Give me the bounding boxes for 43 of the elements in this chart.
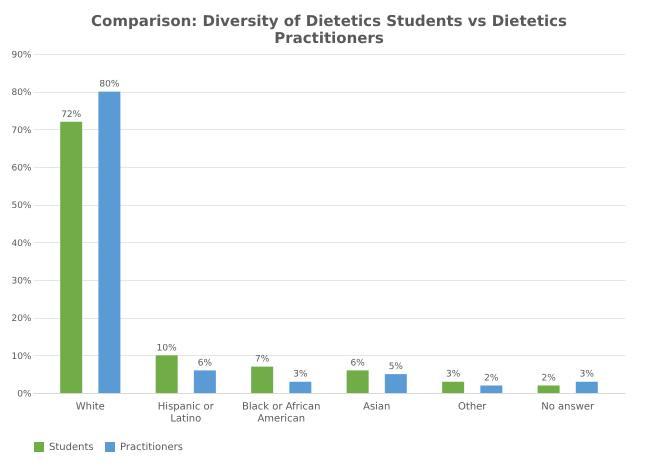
y-tick-label: 10% bbox=[11, 352, 32, 362]
bar bbox=[480, 385, 502, 393]
legend-label: Practitioners bbox=[120, 442, 183, 453]
bar bbox=[576, 382, 598, 393]
data-label: 80% bbox=[99, 80, 120, 90]
bar bbox=[98, 92, 120, 393]
bar bbox=[251, 366, 274, 393]
x-tick-label: Black or African American bbox=[242, 402, 321, 424]
data-label: 6% bbox=[350, 358, 366, 368]
bar bbox=[60, 122, 82, 393]
bar bbox=[289, 382, 312, 393]
data-label: 7% bbox=[255, 354, 270, 365]
y-tick-label: 60% bbox=[11, 164, 32, 174]
y-tick-label: 40% bbox=[11, 238, 32, 249]
x-tick-label: Other bbox=[458, 402, 488, 412]
y-tick-label: 80% bbox=[11, 88, 32, 98]
bar bbox=[384, 374, 407, 393]
data-label: 10% bbox=[156, 343, 178, 354]
data-label: 3% bbox=[580, 370, 594, 380]
y-tick-label: 0% bbox=[17, 390, 32, 400]
bar bbox=[538, 385, 560, 393]
data-label: 2% bbox=[484, 373, 499, 384]
data-label: 72% bbox=[61, 110, 82, 120]
y-tick-label: 30% bbox=[11, 276, 32, 286]
y-tick-label: 70% bbox=[11, 126, 32, 136]
data-label: 6% bbox=[198, 358, 212, 368]
y-tick-label: 50% bbox=[11, 201, 32, 212]
y-tick-label: 90% bbox=[11, 50, 32, 60]
data-label: 2% bbox=[541, 373, 556, 384]
x-tick-label: No answer bbox=[541, 402, 596, 412]
data-label: 3% bbox=[446, 370, 461, 380]
bar bbox=[346, 370, 369, 393]
data-label: 3% bbox=[293, 370, 308, 380]
data-label: 5% bbox=[388, 362, 404, 372]
chart-title: Comparison: Diversity of Dietetics Students vs Dietetics Practitioners bbox=[91, 12, 568, 47]
bar bbox=[156, 355, 178, 393]
legend-label: Students bbox=[49, 442, 94, 453]
x-tick-label: Asian bbox=[363, 402, 390, 412]
y-tick-label: 20% bbox=[11, 314, 32, 324]
x-tick-label: Hispanic or Latino bbox=[158, 402, 215, 424]
bar bbox=[194, 370, 216, 393]
x-tick-label: White bbox=[76, 402, 105, 412]
bar bbox=[442, 382, 464, 393]
